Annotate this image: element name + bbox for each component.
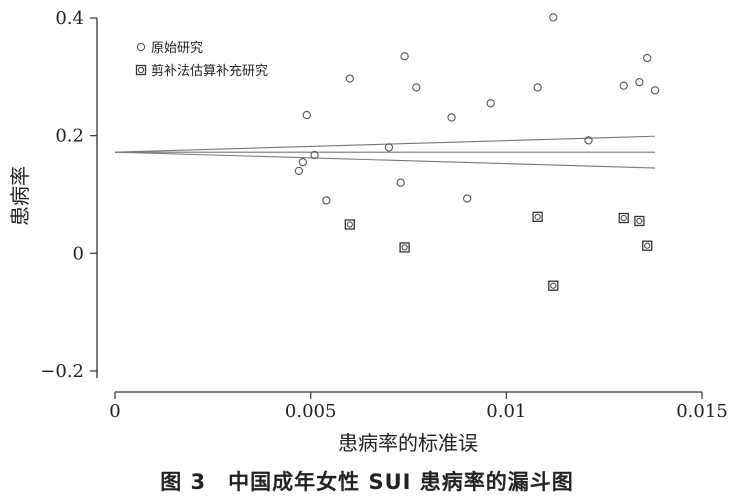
y-tick-label: 0.4 bbox=[55, 8, 84, 29]
x-tick-label: 0.015 bbox=[676, 401, 728, 422]
point-original-study bbox=[533, 83, 542, 92]
point-imputed-circle bbox=[534, 213, 541, 220]
x-ticks: 0 0.005 0.01 0.015 bbox=[109, 392, 728, 422]
y-tick-label: −0.2 bbox=[40, 361, 84, 382]
legend-circle-marker bbox=[136, 42, 146, 52]
legend-label-imputed: 剪补法估算补充研究 bbox=[151, 63, 268, 79]
x-tick-label: 0.005 bbox=[285, 401, 337, 422]
point-imputed-study bbox=[548, 280, 559, 291]
legend: 原始研究 剪补法估算补充研究 bbox=[135, 41, 268, 79]
point-original-study bbox=[635, 77, 644, 87]
y-tick-label: 0.2 bbox=[55, 126, 84, 147]
x-axis-label: 患病率的标准误 bbox=[338, 431, 478, 455]
point-imputed-square bbox=[548, 280, 559, 291]
point-imputed-circle bbox=[644, 242, 651, 249]
point-original-study bbox=[486, 99, 495, 108]
point-imputed-square bbox=[399, 242, 410, 253]
funnel-line-upper bbox=[114, 135, 656, 153]
point-imputed-circle bbox=[620, 214, 627, 222]
point-imputed-circle bbox=[346, 221, 353, 228]
point-original-study bbox=[400, 52, 409, 61]
point-imputed-study bbox=[344, 219, 355, 230]
x-tick-label: 0.01 bbox=[486, 401, 526, 422]
point-original-study bbox=[396, 178, 405, 187]
point-imputed-study bbox=[532, 211, 543, 223]
point-imputed-circle bbox=[636, 217, 643, 225]
point-imputed-study bbox=[642, 240, 653, 251]
point-imputed-study bbox=[618, 212, 629, 224]
point-original-study bbox=[447, 113, 456, 122]
y-axis-label: 患病率 bbox=[8, 166, 32, 226]
point-original-study bbox=[310, 150, 319, 160]
point-original-study bbox=[412, 83, 421, 92]
legend-square-marker bbox=[135, 64, 147, 76]
point-imputed-study bbox=[634, 215, 645, 227]
legend-label-original: 原始研究 bbox=[151, 41, 203, 56]
point-imputed-circle bbox=[550, 282, 557, 289]
figure-caption: 图 3 中国成年女性 SUI 患病率的漏斗图 bbox=[160, 470, 574, 494]
point-original-study bbox=[302, 110, 311, 120]
funnel-line-lower bbox=[114, 151, 656, 169]
point-original-study bbox=[619, 81, 628, 90]
point-original-study bbox=[584, 136, 593, 145]
point-original-study bbox=[643, 53, 652, 63]
point-original-study bbox=[322, 196, 331, 205]
point-original-study bbox=[298, 157, 307, 167]
point-original-study bbox=[650, 86, 660, 95]
legend-square-inner-circle bbox=[137, 66, 145, 74]
point-original-study bbox=[294, 166, 304, 176]
point-imputed-square bbox=[532, 211, 543, 223]
point-original-study bbox=[345, 74, 354, 83]
funnel-lines bbox=[114, 135, 656, 169]
y-tick-label: 0 bbox=[73, 243, 84, 264]
point-imputed-square bbox=[618, 212, 629, 224]
axes bbox=[96, 18, 702, 393]
point-original-study bbox=[384, 143, 394, 152]
point-imputed-square bbox=[634, 215, 645, 227]
point-imputed-square bbox=[642, 240, 653, 251]
point-imputed-study bbox=[399, 242, 410, 253]
point-original-study bbox=[549, 13, 558, 22]
point-imputed-circle bbox=[401, 244, 408, 251]
x-tick-label: 0 bbox=[109, 401, 120, 422]
data-points bbox=[294, 13, 660, 291]
y-ticks: −0.2 0 0.2 0.4 bbox=[40, 8, 97, 382]
point-original-study bbox=[463, 194, 472, 203]
point-imputed-square bbox=[344, 219, 355, 230]
